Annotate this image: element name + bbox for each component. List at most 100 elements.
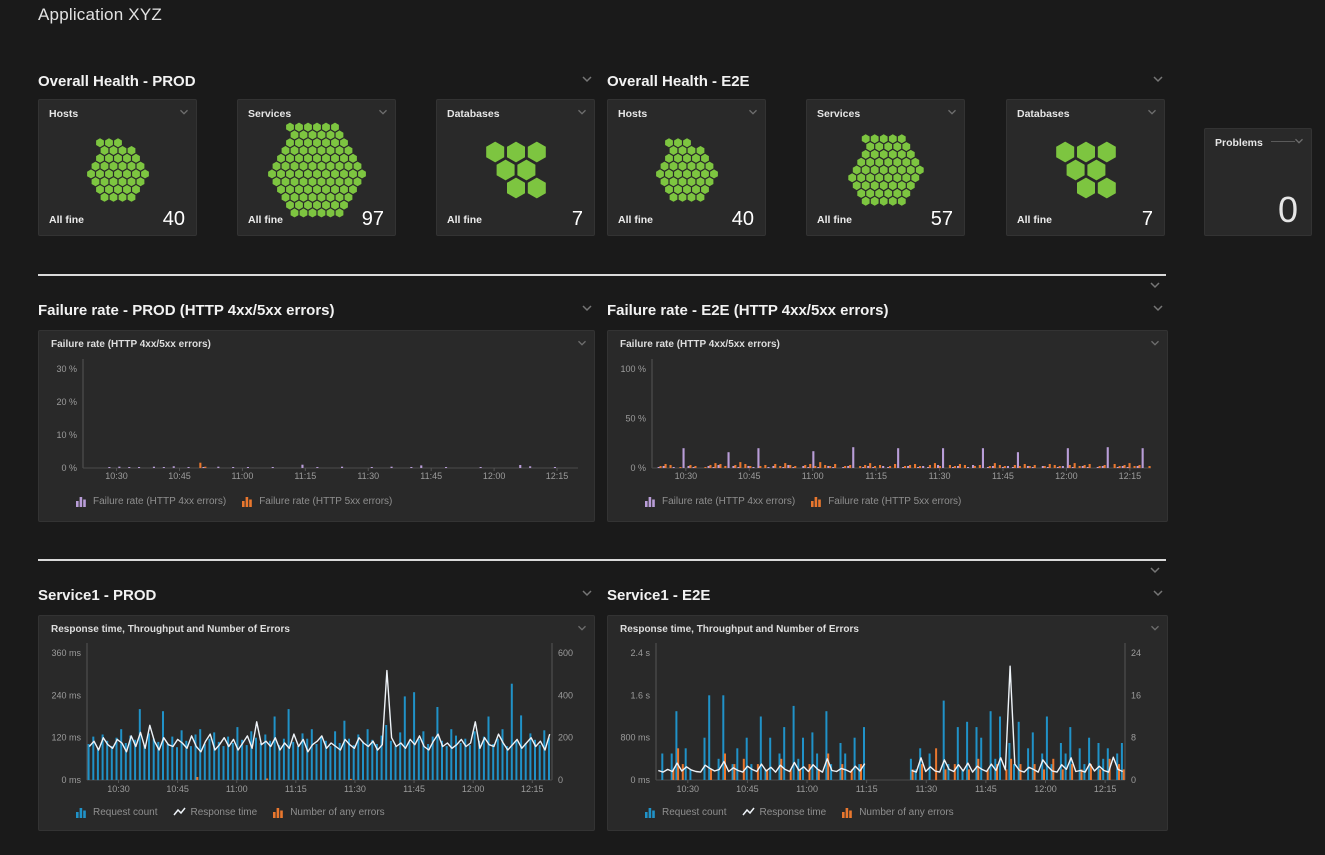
failure-rate-prod-chart-tile[interactable]: Failure rate (HTTP 4xx/5xx errors) 30 %2… [38, 330, 595, 522]
chart-legend: Request count Response time Number of any … [75, 806, 385, 818]
svg-text:11:00: 11:00 [796, 784, 818, 794]
svg-text:360 ms: 360 ms [51, 648, 81, 658]
tile-title: Services [817, 108, 860, 120]
status-label: All fine [817, 214, 852, 226]
service1-e2e-chart-tile[interactable]: Response time, Throughput and Number of … [607, 615, 1168, 831]
line-series-icon [742, 806, 755, 818]
section-header-failure-rate-e2e: Failure rate - E2E (HTTP 4xx/5xx errors) [607, 300, 1166, 320]
chevron-down-icon[interactable] [1292, 134, 1306, 153]
chevron-down-icon[interactable] [1150, 71, 1166, 92]
chevron-down-icon[interactable] [579, 585, 595, 606]
legend-item[interactable]: Response time [173, 806, 258, 818]
svg-text:400: 400 [558, 690, 573, 700]
status-label: All fine [618, 214, 653, 226]
svg-text:0 %: 0 % [61, 463, 77, 473]
chevron-down-icon[interactable] [945, 105, 959, 124]
svg-text:2.4 s: 2.4 s [630, 648, 650, 658]
legend-item[interactable]: Response time [742, 806, 827, 818]
chart-legend: Failure rate (HTTP 4xx errors) Failure ra… [75, 495, 392, 507]
health-tile-databases-e2e[interactable]: DatabasesAll fine7 [1006, 99, 1165, 236]
entity-count: 7 [572, 208, 583, 231]
svg-text:0: 0 [558, 775, 563, 785]
bar-series-icon [272, 806, 285, 818]
chevron-down-icon[interactable] [1150, 585, 1166, 606]
section-title: Failure rate - E2E (HTTP 4xx/5xx errors) [607, 302, 889, 319]
svg-text:12:00: 12:00 [1055, 471, 1078, 481]
collapse-chevron-icon[interactable] [1147, 277, 1163, 298]
legend-item[interactable]: Request count [644, 806, 727, 818]
failure-rate-e2e-chart-tile[interactable]: Failure rate (HTTP 4xx/5xx errors) 100 %… [607, 330, 1168, 522]
svg-text:10 %: 10 % [56, 430, 77, 440]
chevron-down-icon[interactable] [575, 105, 589, 124]
svg-text:10:45: 10:45 [736, 784, 759, 794]
svg-text:12:15: 12:15 [1119, 471, 1142, 481]
legend-label: Failure rate (HTTP 4xx errors) [662, 496, 795, 507]
legend-item[interactable]: Failure rate (HTTP 5xx errors) [241, 495, 392, 507]
page-title: Application XYZ [38, 5, 162, 25]
svg-text:12:15: 12:15 [521, 784, 544, 794]
entity-count: 7 [1142, 208, 1153, 231]
svg-text:240 ms: 240 ms [51, 690, 81, 700]
failure-rate-e2e-chart: 100 %50 %0 %10:3010:4511:0011:1511:3011:… [608, 331, 1167, 489]
legend-item[interactable]: Failure rate (HTTP 5xx errors) [810, 495, 961, 507]
tile-title: Hosts [49, 108, 78, 120]
dashboard-application-xyz: Application XYZ Overall Health - PROD Ov… [0, 0, 1325, 855]
problems-tile[interactable]: Problems 0 [1204, 128, 1312, 236]
svg-text:10:45: 10:45 [166, 784, 189, 794]
svg-text:30 %: 30 % [56, 364, 77, 374]
svg-text:10:30: 10:30 [107, 784, 130, 794]
svg-text:11:30: 11:30 [915, 784, 937, 794]
section-header-overall-health-prod: Overall Health - PROD [38, 71, 595, 91]
health-tile-hosts-e2e[interactable]: HostsAll fine40 [607, 99, 766, 236]
svg-text:11:45: 11:45 [420, 471, 442, 481]
svg-text:12:00: 12:00 [462, 784, 485, 794]
legend-item[interactable]: Request count [75, 806, 158, 818]
legend-item[interactable]: Failure rate (HTTP 4xx errors) [644, 495, 795, 507]
svg-text:12:00: 12:00 [1034, 784, 1057, 794]
legend-item[interactable]: Number of any errors [841, 806, 953, 818]
tile-title: Hosts [618, 108, 647, 120]
svg-text:8: 8 [1131, 733, 1136, 743]
section-header-overall-health-e2e: Overall Health - E2E [607, 71, 1166, 91]
svg-text:10:30: 10:30 [677, 784, 700, 794]
svg-text:11:15: 11:15 [294, 471, 316, 481]
legend-item[interactable]: Failure rate (HTTP 4xx errors) [75, 495, 226, 507]
svg-text:1.6 s: 1.6 s [630, 690, 650, 700]
legend-item[interactable]: Number of any errors [272, 806, 384, 818]
bar-series-icon [644, 495, 657, 507]
chevron-down-icon[interactable] [746, 105, 760, 124]
chevron-down-icon[interactable] [579, 71, 595, 92]
entity-count: 57 [931, 208, 953, 231]
status-label: All fine [447, 214, 482, 226]
chevron-down-icon[interactable] [376, 105, 390, 124]
chevron-down-icon[interactable] [1145, 105, 1159, 124]
chevron-down-icon[interactable] [579, 300, 595, 321]
svg-text:11:30: 11:30 [357, 471, 379, 481]
health-tile-services-prod[interactable]: ServicesAll fine97 [237, 99, 396, 236]
svg-text:11:45: 11:45 [992, 471, 1014, 481]
bar-series-icon [241, 495, 254, 507]
chevron-down-icon[interactable] [1150, 300, 1166, 321]
chart-legend: Failure rate (HTTP 4xx errors) Failure ra… [644, 495, 961, 507]
collapse-chevron-icon[interactable] [1147, 562, 1163, 583]
bar-series-icon [75, 806, 88, 818]
tile-title: Databases [1017, 108, 1070, 120]
chart-legend: Request count Response time Number of any … [644, 806, 954, 818]
legend-label: Failure rate (HTTP 5xx errors) [259, 496, 392, 507]
health-tile-services-e2e[interactable]: Services All fine 57 [806, 99, 965, 236]
health-tile-databases-prod[interactable]: DatabasesAll fine7 [436, 99, 595, 236]
section-header-service1-prod: Service1 - PROD [38, 585, 595, 605]
svg-text:11:30: 11:30 [344, 784, 366, 794]
chevron-down-icon[interactable] [177, 105, 191, 124]
section-title: Overall Health - PROD [38, 73, 196, 90]
health-tile-hosts-prod[interactable]: HostsAll fine40 [38, 99, 197, 236]
svg-text:200: 200 [558, 733, 573, 743]
svg-text:0 ms: 0 ms [630, 775, 650, 785]
legend-label: Request count [662, 807, 727, 818]
svg-text:0 ms: 0 ms [61, 775, 81, 785]
svg-text:120 ms: 120 ms [51, 733, 81, 743]
service1-prod-chart-tile[interactable]: Response time, Throughput and Number of … [38, 615, 595, 831]
entity-count: 40 [163, 208, 185, 231]
svg-text:20 %: 20 % [56, 397, 77, 407]
svg-text:100 %: 100 % [620, 364, 646, 374]
